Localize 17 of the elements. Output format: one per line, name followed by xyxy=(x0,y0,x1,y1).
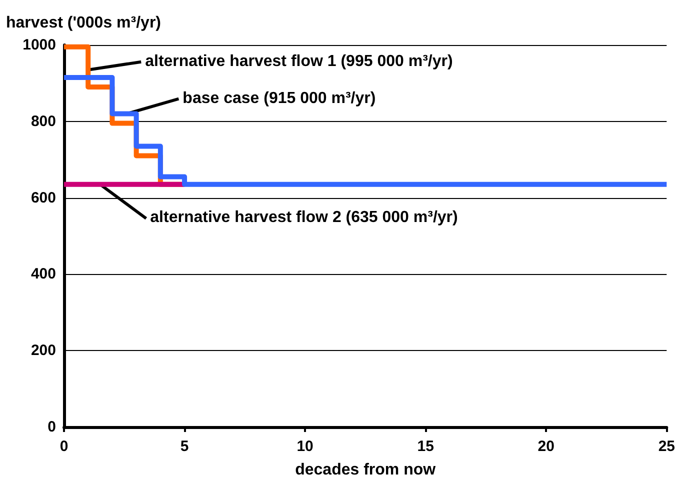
y-tick-label: 600 xyxy=(30,189,56,206)
annotation: alternative harvest flow 1 (995 000 m³/yr) xyxy=(145,52,453,71)
x-tick-label: 0 xyxy=(60,438,68,455)
x-tick-label: 15 xyxy=(417,438,434,455)
y-tick-label: 400 xyxy=(30,266,56,283)
y-tick-label: 0 xyxy=(48,418,56,436)
y-tick-label: 800 xyxy=(30,112,56,130)
annotation: alternative harvest flow 2 (635 000 m³/yr) xyxy=(150,209,458,228)
x-tick-label: 20 xyxy=(538,438,554,455)
annotation: base case (915 000 m³/yr) xyxy=(182,90,376,108)
x-axis-title: decades from now xyxy=(295,462,436,478)
x-tick-label: 10 xyxy=(296,438,314,455)
y-tick-label: 1000 xyxy=(22,36,56,54)
x-tick-label: 25 xyxy=(658,438,675,455)
x-tick-label: 5 xyxy=(180,438,189,455)
y-tick-label: 200 xyxy=(30,342,56,360)
y-axis-title: harvest ('000s m³/yr) xyxy=(6,14,161,32)
